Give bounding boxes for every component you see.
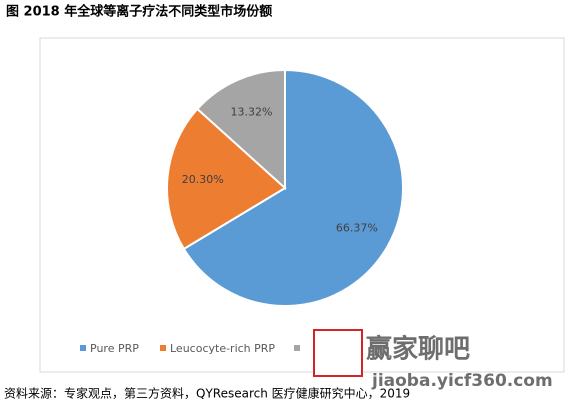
- pie-slice: [182, 68, 404, 307]
- legend-marker: [80, 345, 86, 351]
- legend-label: Leucocyte-rich PRP: [170, 342, 275, 355]
- pie-slice: [166, 107, 287, 251]
- data-label: 20.30%: [182, 173, 224, 186]
- data-label: 13.32%: [230, 106, 272, 119]
- legend-label: Pure PRP: [90, 342, 139, 355]
- source-note: 资料来源：专家观点，第三方资料，QYResearch 医疗健康研究中心，2019: [4, 386, 410, 401]
- data-label: 66.37%: [336, 222, 378, 235]
- watermark: 赢家聊吧 jiaoba.yicf360.com: [313, 329, 553, 391]
- legend-marker: [160, 345, 166, 351]
- pie-slice: [195, 68, 286, 191]
- watermark-seal: [313, 329, 363, 377]
- watermark-url: jiaoba.yicf360.com: [371, 371, 553, 391]
- watermark-text: 赢家聊吧: [366, 334, 470, 365]
- legend-marker: [294, 345, 300, 351]
- chart-title: 图 2018 年全球等离子疗法不同类型市场份额: [6, 4, 272, 20]
